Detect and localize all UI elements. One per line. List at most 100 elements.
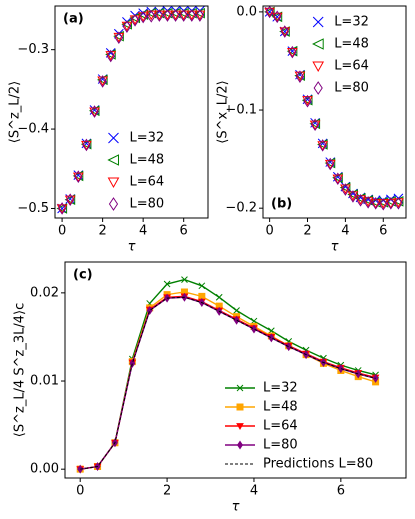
axes-frame (64, 261, 407, 479)
legend-marker (108, 197, 119, 211)
marker (287, 48, 298, 58)
marker (56, 204, 68, 215)
marker (385, 199, 397, 209)
marker (233, 307, 240, 314)
marker (318, 139, 327, 152)
marker (80, 138, 92, 150)
marker (64, 194, 76, 206)
legend-label: L=64 (334, 59, 369, 74)
marker (271, 12, 283, 23)
legend-marker (236, 423, 244, 431)
x-tick-label: 6 (379, 224, 387, 239)
marker (271, 11, 283, 23)
legend-label: L=80 (334, 81, 369, 96)
marker (386, 196, 396, 210)
marker (264, 6, 275, 18)
legend-marker (107, 177, 120, 189)
panel-label: (a) (63, 12, 84, 27)
marker (198, 282, 206, 290)
marker (337, 364, 344, 374)
marker (178, 10, 190, 21)
legend-marker (236, 403, 244, 411)
marker (187, 9, 196, 22)
marker (155, 9, 164, 22)
marker (355, 369, 362, 379)
x-tick-label: 0 (58, 224, 66, 239)
panel-label: (c) (73, 268, 93, 283)
marker (215, 293, 223, 301)
marker (179, 9, 188, 22)
legend-label: L=32 (263, 381, 298, 396)
y-tick-label: 0.0 (236, 4, 257, 19)
marker (121, 21, 133, 32)
y-axis-label: ⟨S^z_L/2⟩ (8, 81, 23, 144)
marker (279, 27, 291, 38)
marker (114, 31, 124, 45)
marker (332, 174, 344, 185)
marker (137, 12, 149, 22)
marker (81, 140, 92, 151)
marker (379, 197, 388, 211)
marker (295, 70, 305, 83)
legend-marker (236, 440, 244, 450)
marker (74, 170, 83, 184)
marker (56, 203, 68, 214)
legend-marker (313, 81, 323, 95)
y-tick-label: 0.01 (30, 374, 59, 389)
marker (72, 170, 84, 182)
marker (310, 118, 320, 132)
legend-label: L=64 (129, 175, 164, 190)
x-tick-label: 6 (337, 484, 345, 499)
x-tick-label: 4 (250, 484, 258, 499)
marker (181, 276, 188, 283)
legend-label: L=48 (129, 153, 164, 168)
marker (356, 194, 365, 207)
legend-label: L=64 (263, 419, 298, 434)
marker (301, 94, 313, 106)
marker (57, 203, 67, 214)
legend-marker (312, 38, 324, 50)
marker (57, 202, 67, 215)
marker (88, 105, 100, 117)
series-line (80, 278, 376, 470)
marker (273, 10, 282, 24)
legend-label: L=48 (263, 400, 298, 415)
marker (171, 9, 180, 22)
marker (279, 26, 290, 37)
marker (324, 159, 336, 170)
marker (97, 74, 108, 86)
y-tick-label: −0.5 (17, 201, 49, 216)
series-line (80, 295, 376, 470)
marker (90, 105, 99, 118)
x-tick-label: 0 (265, 224, 273, 239)
marker (170, 10, 181, 21)
marker (264, 7, 275, 17)
marker (162, 10, 173, 21)
axes-frame (262, 5, 407, 219)
marker (303, 94, 312, 108)
axes-frame (54, 5, 209, 219)
legend-label: L=32 (129, 131, 164, 146)
y-tick-label: −0.4 (17, 122, 49, 137)
x-tick-label: 6 (180, 224, 188, 239)
x-axis-label: τ (128, 240, 136, 255)
marker (113, 32, 125, 43)
marker (264, 7, 275, 18)
legend-label: L=48 (334, 37, 369, 52)
panel-label: (b) (271, 197, 292, 212)
x-tick-label: 0 (76, 484, 84, 499)
marker (129, 358, 136, 368)
y-axis-label: ⟨S^x_L/2⟩ (216, 80, 231, 143)
y-axis-label: ⟨S^z_L/4 S^z_3L/4⟩c (13, 303, 28, 437)
marker (394, 196, 403, 210)
marker (326, 157, 335, 171)
marker (77, 464, 84, 474)
y-tick-label: 0.02 (30, 285, 59, 300)
legend-marker (312, 61, 325, 73)
marker (82, 138, 91, 152)
x-tick-label: 2 (303, 224, 311, 239)
legend-label: L=80 (129, 197, 164, 212)
marker (89, 107, 100, 118)
marker (113, 30, 124, 42)
marker (122, 20, 132, 33)
